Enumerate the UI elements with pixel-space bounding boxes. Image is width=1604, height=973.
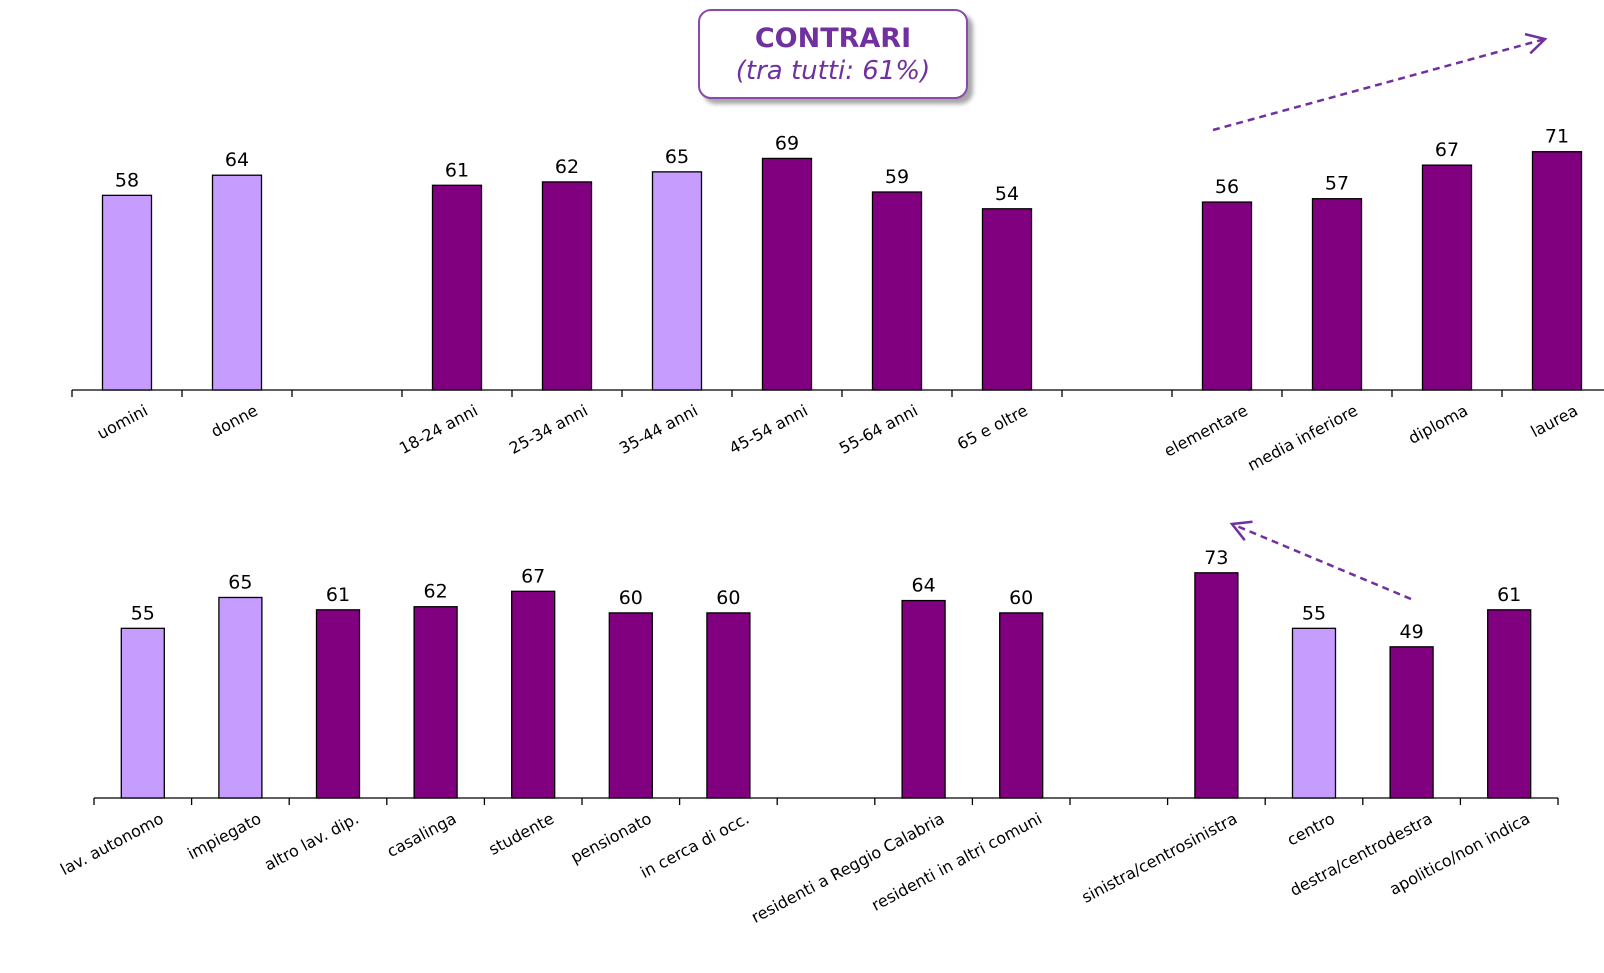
bar-value-label: 49: [1400, 621, 1424, 643]
category-label: 55-64 anni: [836, 401, 921, 458]
category-label: uomini: [94, 401, 151, 443]
trend-arrow-top: [1212, 32, 1548, 132]
bar: [1311, 198, 1363, 391]
chart-top: 58 uomini 64 donne 61 18-24 anni 62 25-34 anni 6…: [71, 126, 1604, 475]
bar: [981, 208, 1033, 391]
trend-arrow-bottom: [1229, 520, 1412, 601]
bar: [1531, 151, 1583, 391]
chart-bottom: 55 lav. autonomo 65 impiegato 61 altro lav. d…: [57, 547, 1559, 927]
category-label: lav. autonomo: [57, 809, 167, 879]
bar-value-label: 60: [619, 587, 643, 609]
bar: [211, 174, 263, 391]
bar-value-label: 73: [1204, 547, 1228, 569]
title-box: CONTRARI (tra tutti: 61%): [698, 9, 968, 99]
bar-value-label: 64: [225, 149, 249, 171]
bar: [999, 612, 1044, 799]
category-label: diploma: [1405, 401, 1471, 448]
category-label: impiegato: [184, 809, 264, 864]
bar-value-label: 62: [424, 581, 448, 603]
bar: [761, 157, 813, 391]
bar: [413, 606, 458, 799]
bar-value-label: 62: [555, 156, 579, 178]
bar-value-label: 65: [228, 571, 252, 593]
bar: [871, 191, 923, 391]
bar: [511, 590, 556, 799]
bar-value-label: 61: [326, 584, 350, 606]
bar-value-label: 61: [1497, 584, 1521, 606]
bar-value-label: 58: [115, 169, 139, 191]
bar: [1389, 646, 1434, 799]
category-label: altro lav. dip.: [261, 809, 362, 875]
bar-value-label: 57: [1325, 173, 1349, 195]
category-label: media inferiore: [1244, 401, 1361, 475]
bar: [1194, 572, 1239, 799]
category-label: in cerca di occ.: [637, 809, 752, 882]
bar-value-label: 54: [995, 183, 1019, 205]
bar-value-label: 64: [912, 575, 936, 597]
category-label: 45-54 anni: [726, 401, 811, 458]
bar: [120, 627, 165, 799]
bar-value-label: 60: [1009, 587, 1033, 609]
category-label: centro: [1284, 809, 1338, 850]
category-label: pensionato: [567, 809, 654, 867]
category-label: residenti a Reggio Calabria: [748, 809, 947, 927]
category-label: elementare: [1161, 401, 1251, 461]
bar: [651, 171, 703, 391]
bar-value-label: 71: [1545, 126, 1569, 148]
bar-value-label: 65: [665, 146, 689, 168]
bar: [1421, 164, 1473, 391]
bar-value-label: 61: [445, 159, 469, 181]
bar-value-label: 67: [1435, 139, 1459, 161]
bar-value-label: 55: [1302, 602, 1326, 624]
category-label: donne: [208, 401, 261, 441]
bar: [608, 612, 653, 799]
bar: [101, 194, 153, 391]
category-label: residenti in altri comuni: [868, 809, 1045, 915]
category-label: 35-44 anni: [616, 401, 701, 458]
category-label: 18-24 anni: [396, 401, 481, 458]
category-label: laurea: [1528, 401, 1581, 441]
bar: [901, 599, 946, 799]
bar: [315, 609, 361, 799]
bar: [541, 181, 593, 391]
bar-value-label: 69: [775, 132, 799, 154]
category-label: 25-34 anni: [506, 401, 591, 458]
bar-value-label: 59: [885, 166, 909, 188]
category-label: 65 e oltre: [954, 401, 1031, 454]
bar: [1201, 201, 1253, 391]
bar: [1291, 627, 1337, 799]
bar-value-label: 56: [1215, 176, 1239, 198]
bar-value-label: 67: [521, 565, 545, 587]
bar: [706, 612, 751, 799]
chart-subtitle: (tra tutti: 61%): [735, 56, 931, 86]
bar: [431, 184, 483, 391]
category-label: casalinga: [384, 809, 460, 861]
category-label: studente: [485, 809, 557, 859]
bar: [218, 596, 263, 799]
chart-title: CONTRARI: [754, 23, 912, 54]
bar: [1487, 609, 1532, 799]
category-label: sinistra/centrosinistra: [1078, 809, 1240, 907]
bar-value-label: 55: [131, 602, 155, 624]
bar-value-label: 60: [716, 587, 740, 609]
